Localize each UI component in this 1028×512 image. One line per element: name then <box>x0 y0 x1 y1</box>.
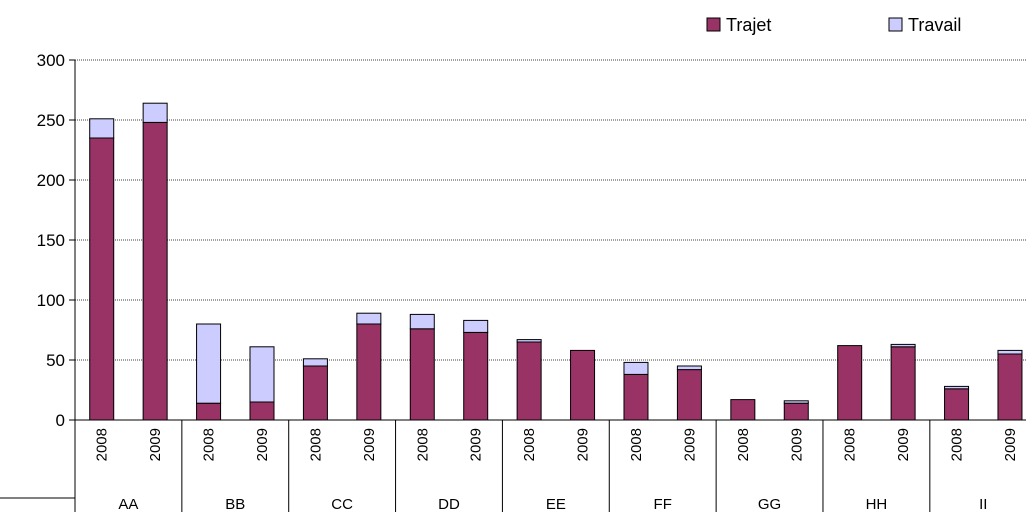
legend-label-travail: Travail <box>908 15 961 35</box>
x-year-label: 2009 <box>895 428 912 461</box>
bar-trajet-hh-2008 <box>837 345 863 421</box>
x-year-label: 2009 <box>254 428 271 461</box>
bar-trajet-aa-2009 <box>142 121 168 421</box>
x-year-label: 2008 <box>201 428 218 461</box>
x-year-label: 2008 <box>628 428 645 461</box>
x-year-label: 2008 <box>842 428 859 461</box>
bars <box>89 102 1023 421</box>
x-year-label: 2008 <box>307 428 324 461</box>
x-year-label: 2009 <box>468 428 485 461</box>
y-tick-label: 150 <box>37 231 65 250</box>
bar-travail-cc-2009 <box>356 312 382 325</box>
bar-travail-ee-2008 <box>516 339 542 343</box>
bar-travail-ff-2009 <box>676 365 702 371</box>
bar-trajet-bb-2009 <box>249 401 275 421</box>
x-year-label: 2009 <box>575 428 592 461</box>
bar-trajet-dd-2008 <box>409 328 435 421</box>
legend-swatch-travail <box>888 17 903 32</box>
bar-trajet-ff-2009 <box>676 369 702 421</box>
gridlines <box>75 59 1026 361</box>
y-tick-label: 50 <box>46 351 65 370</box>
bar-travail-ii-2008 <box>944 385 970 390</box>
bar-trajet-aa-2008 <box>89 137 115 421</box>
y-tick-label: 250 <box>37 111 65 130</box>
bar-travail-aa-2009 <box>142 102 168 123</box>
bar-travail-dd-2009 <box>463 319 489 333</box>
x-group-label: CC <box>331 496 353 512</box>
x-group-label: BB <box>225 496 245 512</box>
bar-trajet-ee-2009 <box>570 349 596 421</box>
y-tick-label: 200 <box>37 171 65 190</box>
bar-travail-hh-2009 <box>890 343 916 348</box>
bar-trajet-ff-2008 <box>623 373 649 421</box>
bar-trajet-ii-2008 <box>944 388 970 421</box>
x-group-label: FF <box>654 496 672 512</box>
x-year-label: 2008 <box>521 428 538 461</box>
bar-travail-ii-2009 <box>997 349 1023 355</box>
legend-swatch-trajet <box>706 17 721 32</box>
bar-trajet-ii-2009 <box>997 353 1023 421</box>
bar-trajet-gg-2009 <box>783 402 809 421</box>
x-year-label: 2008 <box>414 428 431 461</box>
bar-travail-dd-2008 <box>409 313 435 330</box>
x-group-label: GG <box>758 496 781 512</box>
x-year-label: 2008 <box>949 428 966 461</box>
x-year-label: 2009 <box>788 428 805 461</box>
bar-trajet-hh-2009 <box>890 346 916 421</box>
x-group-label: HH <box>866 496 888 512</box>
y-tick-label: 0 <box>56 411 65 430</box>
x-year-label: 2008 <box>94 428 111 461</box>
x-axis-labels: 2008 2009 2008 2009 2008 2009 2008 2009 2008 2009… <box>94 428 1019 512</box>
bar-travail-bb-2009 <box>249 346 275 403</box>
x-group-label: II <box>979 496 987 512</box>
bar-trajet-bb-2008 <box>196 402 222 421</box>
y-tick-label: 300 <box>37 51 65 70</box>
bar-trajet-dd-2009 <box>463 331 489 421</box>
x-year-label: 2009 <box>361 428 378 461</box>
legend: Trajet Travail <box>706 15 961 35</box>
bar-travail-bb-2008 <box>196 323 222 404</box>
bar-travail-cc-2008 <box>302 358 328 367</box>
x-year-label: 2009 <box>681 428 698 461</box>
y-axis-tick-labels: 0 50 100 150 200 250 300 <box>37 51 65 430</box>
x-year-label: 2009 <box>1002 428 1019 461</box>
bar-travail-ff-2008 <box>623 361 649 375</box>
x-year-label: 2008 <box>735 428 752 461</box>
x-group-label: EE <box>546 496 566 512</box>
bar-trajet-ee-2008 <box>516 341 542 421</box>
x-year-label: 2009 <box>147 428 164 461</box>
bar-trajet-cc-2009 <box>356 323 382 421</box>
legend-label-trajet: Trajet <box>726 15 771 35</box>
y-tick-label: 100 <box>37 291 65 310</box>
bar-trajet-cc-2008 <box>302 365 328 421</box>
bar-travail-gg-2009 <box>783 400 809 404</box>
x-group-label: DD <box>438 496 460 512</box>
axes <box>0 59 1026 512</box>
bar-trajet-gg-2008 <box>730 399 756 421</box>
x-group-label: AA <box>118 496 138 512</box>
bar-travail-aa-2008 <box>89 118 115 139</box>
